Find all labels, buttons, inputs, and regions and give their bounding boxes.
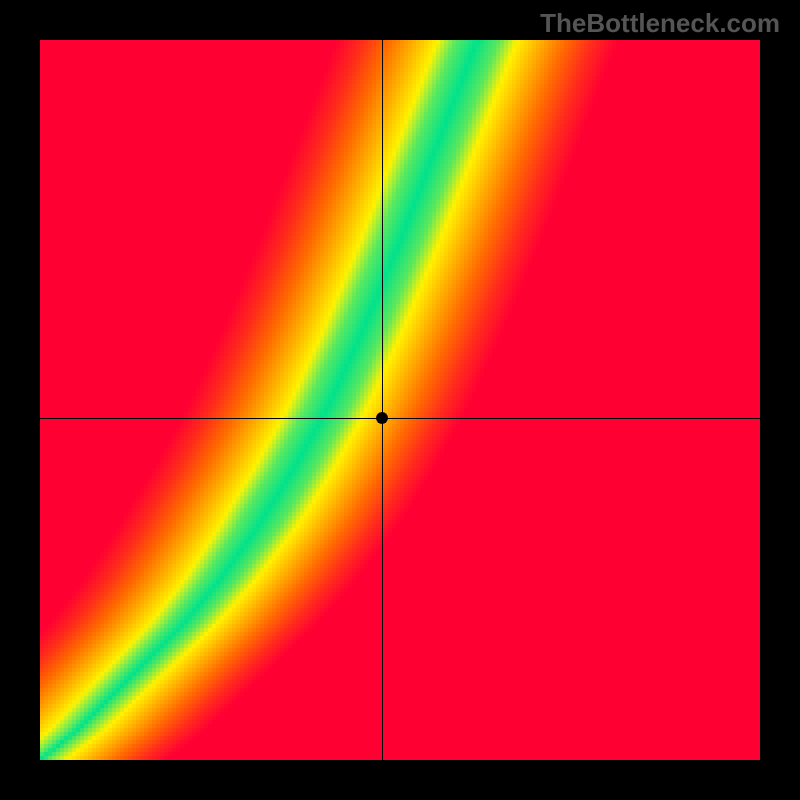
bottleneck-heatmap [40,40,760,760]
watermark-text: TheBottleneck.com [540,8,780,39]
figure-container: TheBottleneck.com [0,0,800,800]
